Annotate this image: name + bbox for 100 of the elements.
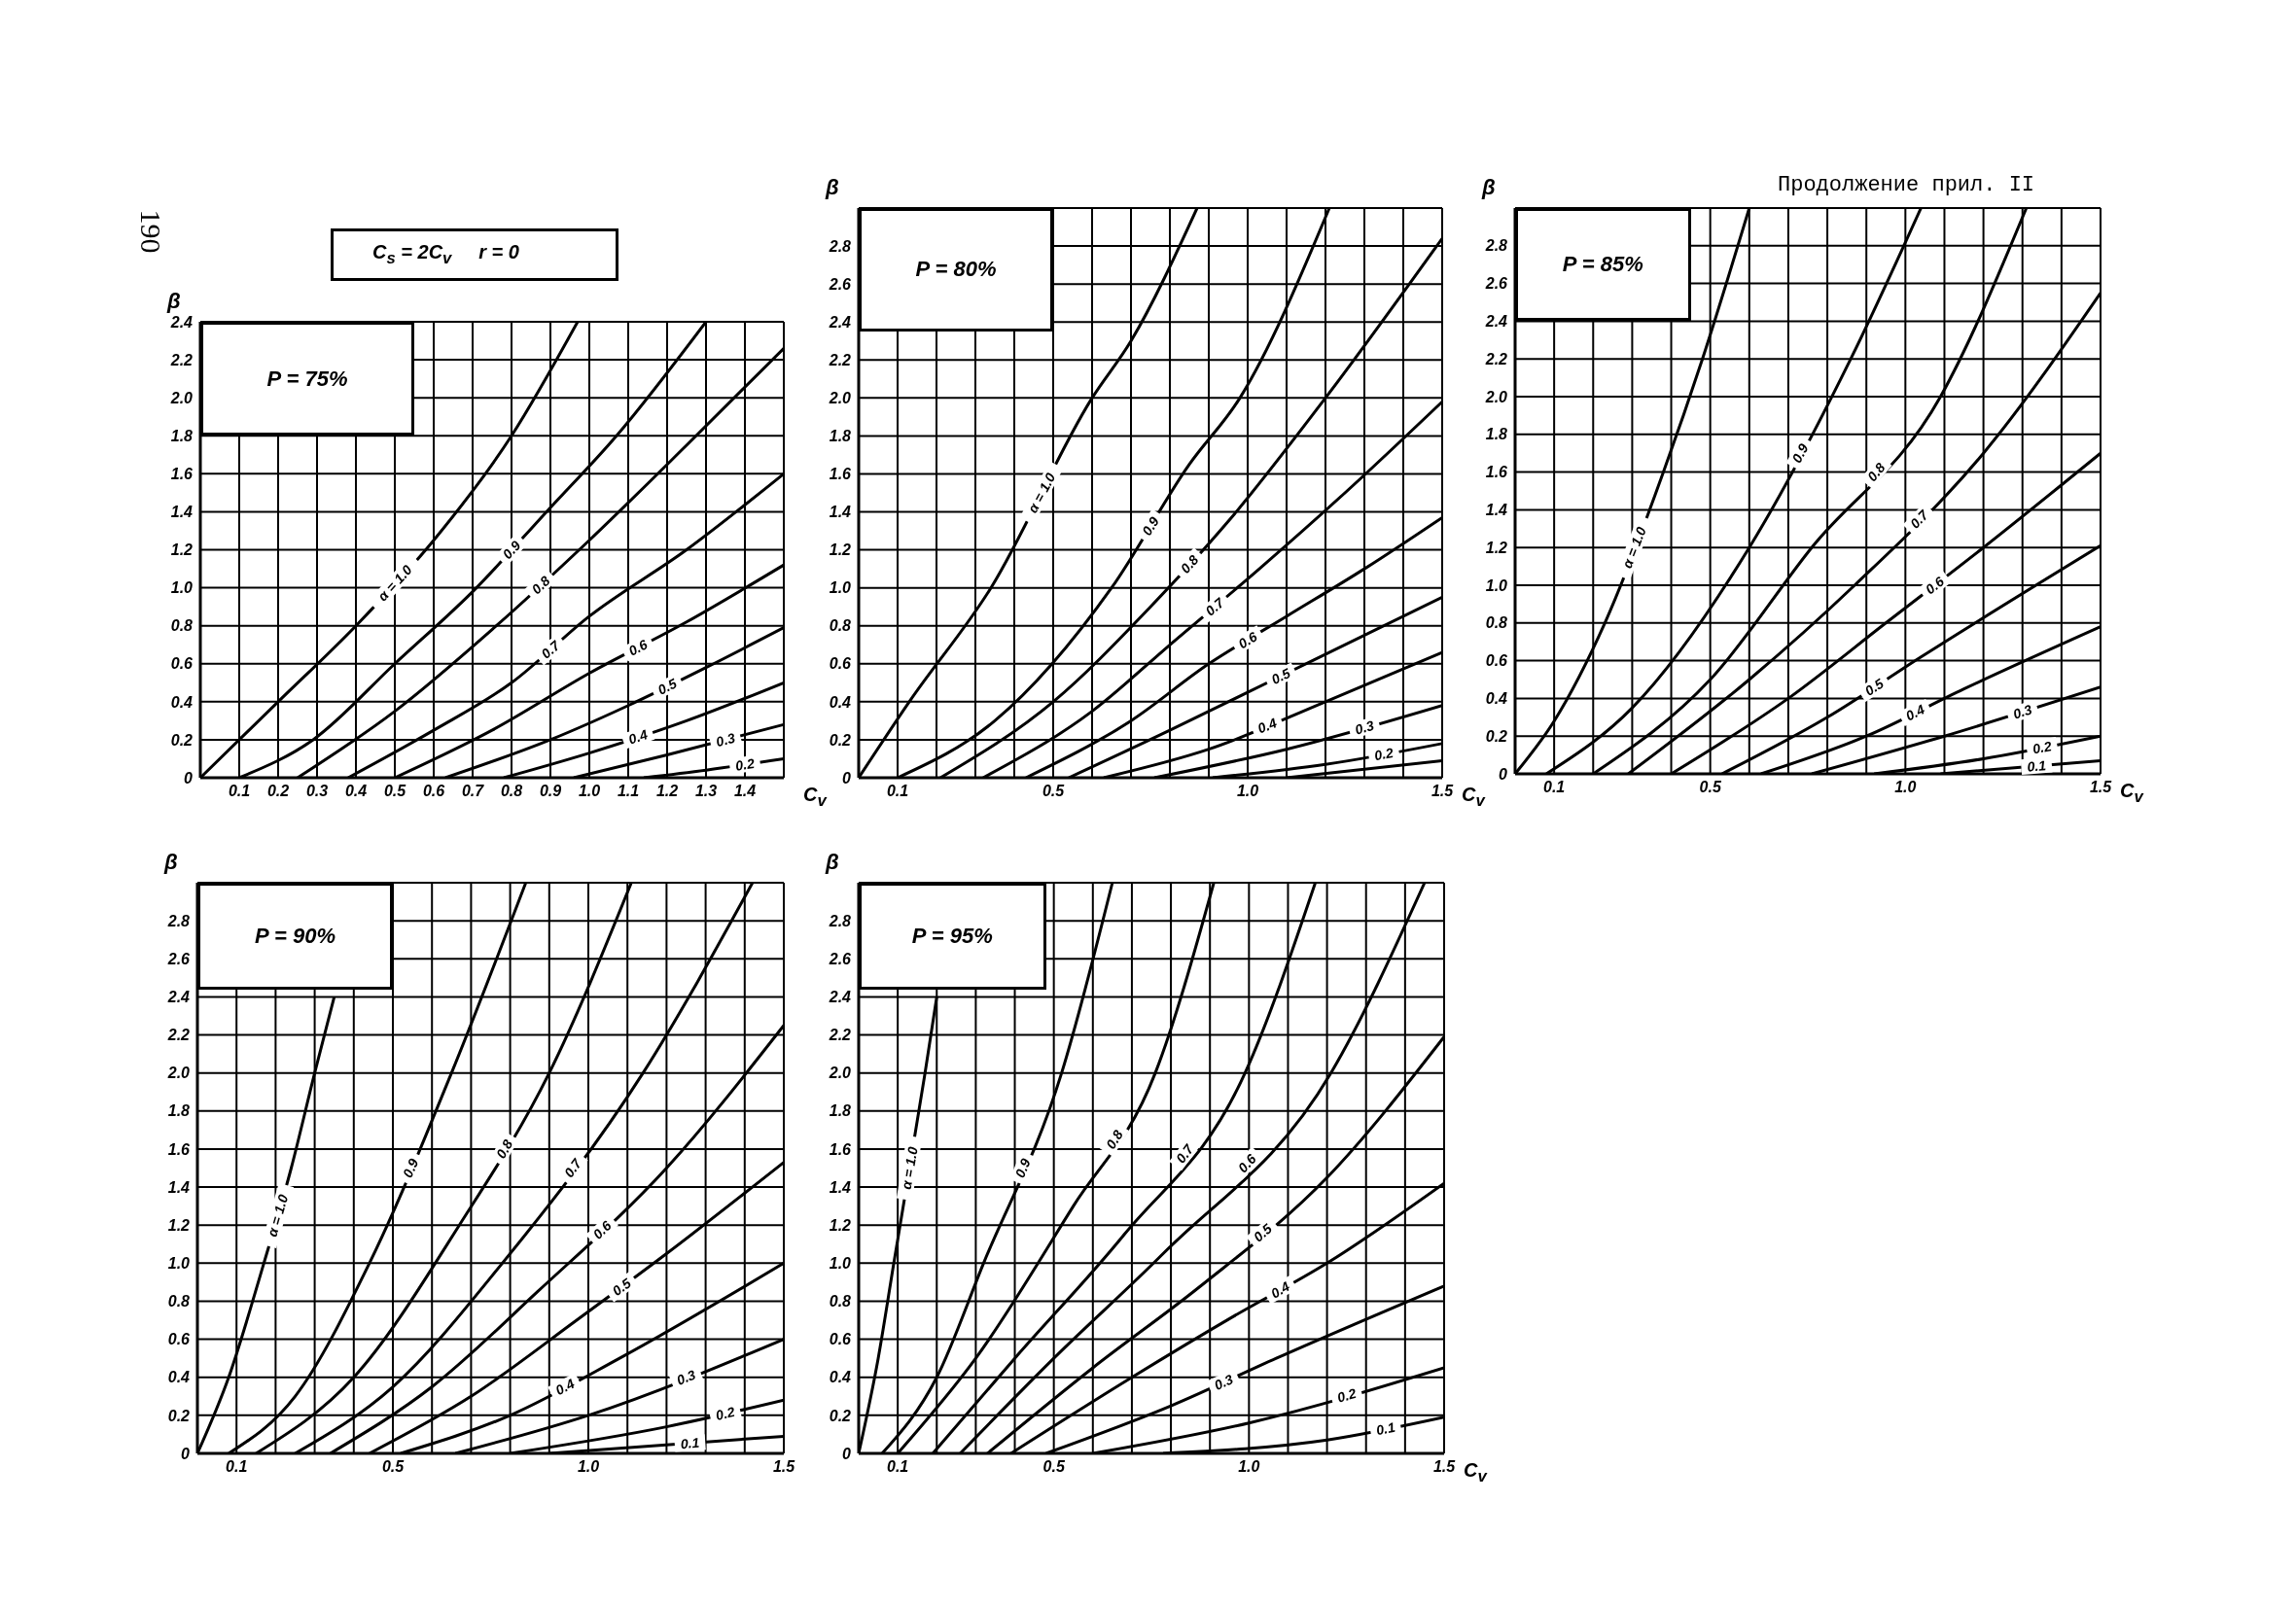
y-tick-label: 1.6 [167,1140,191,1158]
text: 0.2 [734,754,756,774]
text: 0.8 [1177,551,1202,576]
y-tick-label: 0.2 [1485,727,1508,745]
x-tick-label: 0.5 [381,1458,406,1476]
y-tick-label: 0.6 [829,655,852,673]
y-tick-label: 0.6 [829,1331,852,1348]
text: 0.9 [399,1156,422,1180]
y-tick-label: 0.2 [829,731,852,749]
text: 0.5 [1268,664,1293,687]
y-tick-label: 2.4 [166,989,191,1006]
text: 0.8 [1863,459,1889,485]
x-axis-title: C$_{v}$ [2120,780,2143,807]
x-tick-label: 1.0 [1236,783,1259,800]
y-tick-label: 0.4 [1485,690,1508,708]
text: 0.9 [1011,1156,1034,1180]
y-tick-label: 1.6 [170,466,194,483]
text: 0.6 [1922,573,1948,598]
text: 0.9 [499,537,524,563]
y-tick-label: 0.8 [167,1293,191,1310]
title-frame: P = 95% [859,883,1046,990]
y-tick-label: 0.6 [1485,652,1508,670]
y-tick-label: 1.8 [1485,426,1508,443]
x-tick-label: 0.8 [500,783,523,800]
y-tick-label: 1.0 [167,1255,191,1273]
y-tick-label: 2.2 [1484,350,1508,367]
text: α = 1.0 [264,1192,292,1239]
y-tick-label: 1.0 [1485,576,1508,594]
y-tick-label: 1.8 [170,427,194,444]
series-label: 0.1 [680,1434,701,1452]
x-tick-label: 1.2 [655,783,679,800]
text: 0.5 [654,675,680,698]
x-tick-label: 0.5 [1699,779,1722,796]
text: α = 1.0 [1024,470,1059,516]
y-tick-label: 2.6 [828,275,852,293]
text: α = 1.0 [1618,524,1649,571]
x-tick-label: 1.4 [733,783,757,800]
x-tick-label: 0.5 [1042,783,1066,800]
y-tick-label: 0 [842,1445,852,1462]
text: 0.4 [1268,1277,1293,1302]
x-tick-label: 0.4 [344,783,368,800]
x-tick-label: 1.0 [1894,779,1917,796]
y-tick-label: 2.4 [828,313,852,331]
y-tick-label: 2.0 [828,390,852,407]
text: 0.3 [2011,701,2034,722]
text: 0.5 [1250,1220,1276,1245]
text: 0.6 [1234,1150,1259,1176]
x-tick-label: 1.5 [2089,779,2113,796]
text: 0.3 [1353,716,1376,738]
y-tick-label: 1.2 [170,541,194,559]
y-tick-label: 1.0 [170,579,194,597]
y-tick-label: 2.8 [828,912,852,929]
y-tick-label: 2.8 [828,237,852,255]
text: 0.9 [1788,440,1812,466]
title-frame: P = 85% [1515,208,1691,322]
x-axis-title: C$_{v}$ [803,784,827,811]
x-tick-label: 1.0 [578,783,601,800]
series-label: 0.1 [2026,757,2047,775]
y-tick-label: 1.8 [829,428,852,445]
y-tick-label: 0.8 [829,617,852,635]
text: 0.2 [714,1403,737,1423]
y-tick-label: 2.2 [166,1027,191,1044]
text: 0.7 [1172,1140,1198,1167]
text: 0.8 [1102,1127,1126,1152]
y-tick-label: 0.6 [167,1331,191,1348]
x-tick-label: 1.5 [772,1458,796,1476]
text: 0.6 [1235,628,1260,652]
y-tick-label: 1.2 [167,1216,191,1234]
y-tick-label: 1.2 [829,1216,852,1234]
y-tick-label: 2.6 [828,950,852,967]
y-tick-label: 2.2 [828,351,852,368]
title-frame: P = 75% [200,322,414,437]
y-tick-label: 2.4 [1484,313,1508,331]
x-tick-label: 0.2 [266,783,290,800]
y-tick-label: 1.6 [829,466,852,483]
text: α = 1.0 [898,1145,921,1191]
y-tick-label: 1.0 [829,1255,852,1273]
x-tick-label: 0.1 [226,1458,248,1476]
y-tick-label: 2.0 [1484,388,1508,405]
text: 0.2 [2031,738,2054,757]
y-tick-label: 1.2 [829,541,852,559]
y-tick-label: 0 [842,769,852,786]
y-tick-label: 0 [184,769,194,786]
text: 190 [133,209,167,254]
y-tick-label: 2.4 [828,989,852,1006]
text: 0.4 [552,1375,578,1399]
y-tick-label: 0.6 [170,655,194,673]
y-tick-label: 2.4 [169,313,194,331]
y-tick-label: 2.8 [166,912,191,929]
y-tick-label: 1.4 [1485,502,1508,519]
x-tick-label: 0.5 [383,783,407,800]
y-tick-label: 0.4 [829,693,852,711]
y-axis-title: β [1482,175,1496,200]
title-frame: P = 90% [197,883,393,990]
text: 0.4 [1903,701,1927,724]
text: 0.7 [1906,506,1932,532]
y-axis-title: β [167,289,181,314]
x-tick-label: 0.7 [461,783,485,800]
x-tick-label: 0.1 [886,783,909,800]
y-tick-label: 1.4 [829,504,852,521]
